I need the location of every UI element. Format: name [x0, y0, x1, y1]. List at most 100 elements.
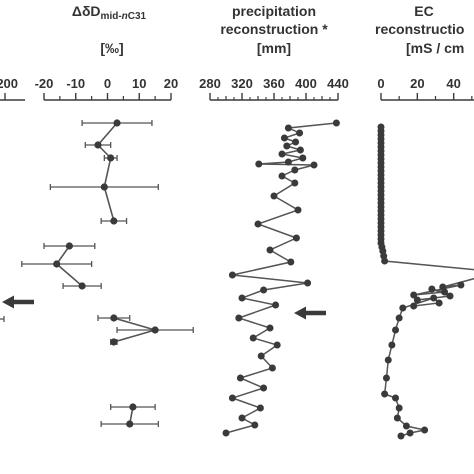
ec-title-line-1: EC [414, 3, 433, 19]
data-point [266, 246, 274, 254]
data-point [260, 384, 268, 392]
shift-arrow [294, 306, 326, 320]
data-point [100, 183, 108, 191]
ec-unit: [mS / cm [406, 40, 464, 56]
data-point [410, 302, 418, 310]
data-point [296, 129, 304, 137]
data-point [382, 374, 390, 382]
data-point [249, 334, 257, 342]
data-point [78, 282, 86, 290]
data-point [397, 432, 405, 440]
precip-unit: [mm] [257, 40, 291, 56]
data-point [272, 301, 280, 309]
data-point [395, 404, 403, 412]
data-point [304, 279, 312, 287]
panel-delta-delta-d: ΔδDmid-nC31 [‰] -20 -10 0 10 20 [21, 3, 194, 428]
data-point [381, 257, 389, 265]
data-point [410, 291, 418, 299]
delta-d-title: ΔδDmid-nC31 [72, 3, 147, 22]
precip-title-line-1: precipitation [232, 3, 316, 19]
data-point [113, 119, 121, 127]
panel-left-cropped: -200 [0, 76, 34, 322]
data-point [428, 285, 436, 293]
data-point [251, 421, 259, 429]
tick-label: 320 [231, 76, 253, 91]
data-point [457, 281, 465, 289]
delta-d-title-sub-c: C31 [128, 11, 147, 22]
data-point [413, 296, 421, 304]
data-point [273, 341, 281, 349]
data-point [296, 146, 304, 154]
data-point [430, 294, 438, 302]
delta-d-title-symbol: ΔδD [72, 3, 101, 19]
data-point [266, 324, 274, 332]
delta-d-marks [21, 119, 194, 428]
data-point [392, 394, 400, 402]
data-point [110, 217, 118, 225]
data-point [406, 429, 414, 437]
data-point [441, 288, 449, 296]
series-line [380, 127, 474, 437]
tick-label: 360 [263, 76, 285, 91]
precip-x-axis [209, 93, 339, 101]
tick-label: 400 [295, 76, 317, 91]
ec-marks [377, 123, 474, 440]
data-point [129, 403, 137, 411]
shift-arrow-head [294, 306, 306, 320]
data-point [332, 119, 340, 127]
data-point [94, 141, 102, 149]
data-point [228, 394, 236, 402]
data-point [395, 314, 403, 322]
data-point [235, 314, 243, 322]
data-point [291, 179, 299, 187]
precip-tick-labels: 280 320 360 400 440 [199, 76, 349, 91]
data-point [284, 124, 292, 132]
data-point [292, 234, 300, 242]
data-point [292, 138, 300, 146]
ec-tick-labels: 020406 [377, 76, 461, 91]
data-point [278, 172, 286, 180]
left-panel-marks [0, 295, 34, 322]
data-point [151, 326, 159, 334]
data-point [270, 192, 278, 200]
delta-d-title-sub-b: n [122, 11, 128, 22]
shift-arrow [2, 295, 34, 309]
delta-d-tick-labels: -20 -10 0 10 20 [35, 76, 179, 91]
series-line [225, 122, 337, 434]
data-point [65, 242, 73, 250]
data-point [284, 158, 292, 166]
data-point [287, 258, 295, 266]
data-point [110, 314, 118, 322]
data-point [402, 422, 410, 430]
data-point [384, 356, 392, 364]
data-point [393, 414, 401, 422]
data-point [238, 414, 246, 422]
data-point [280, 134, 288, 142]
delta-d-title-sub-a: mid- [101, 11, 122, 22]
panel-precipitation: precipitation reconstruction * [mm] 280 3… [199, 3, 349, 437]
data-point [446, 292, 454, 300]
panel-ec: EC reconstructio [mS / cm 020406 [375, 3, 474, 440]
tick-label: 20 [410, 76, 424, 91]
tick-label: 0 [104, 76, 111, 91]
ec-title-line-2: reconstructio [375, 21, 464, 37]
data-point [126, 420, 134, 428]
data-point [53, 260, 61, 268]
shift-arrow-head [2, 295, 14, 309]
data-point [228, 271, 236, 279]
left-panel-x-axis [0, 93, 25, 101]
delta-d-unit: [‰] [100, 40, 123, 56]
data-point [310, 161, 318, 169]
data-point [260, 286, 268, 294]
data-point [222, 429, 230, 437]
precip-title-line-2: reconstruction * [220, 21, 328, 37]
tick-label: 10 [132, 76, 146, 91]
data-point [388, 341, 396, 349]
tick-label: 20 [164, 76, 178, 91]
data-point [238, 294, 246, 302]
tick-label: 440 [327, 76, 349, 91]
data-point [107, 154, 115, 162]
data-point [291, 166, 299, 174]
data-point [278, 150, 286, 158]
